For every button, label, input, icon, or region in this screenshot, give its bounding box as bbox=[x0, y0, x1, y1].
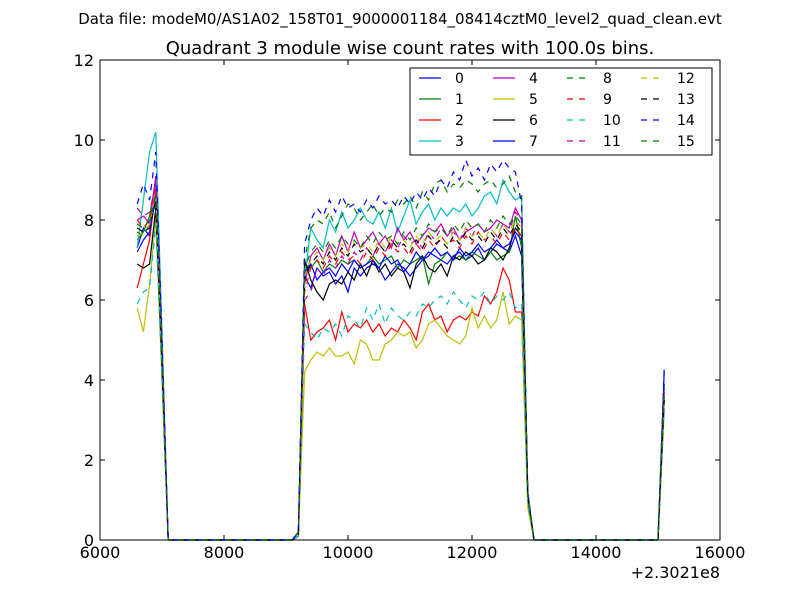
chart-title: Quadrant 3 module wise count rates with … bbox=[166, 38, 655, 59]
series-layer bbox=[136, 131, 665, 541]
legend-label-10: 10 bbox=[603, 113, 621, 129]
legend-label-1: 1 bbox=[455, 92, 464, 108]
y-tick-label: 6 bbox=[84, 291, 94, 310]
y-tick-label: 2 bbox=[84, 451, 94, 470]
legend-label-8: 8 bbox=[603, 71, 612, 87]
legend-label-14: 14 bbox=[677, 113, 695, 129]
series-line-11 bbox=[136, 183, 665, 541]
legend-label-3: 3 bbox=[455, 134, 464, 150]
chart-suptitle: Data file: modeM0/AS1A02_158T01_90000011… bbox=[78, 10, 722, 29]
legend-label-15: 15 bbox=[677, 134, 695, 150]
legend-label-12: 12 bbox=[677, 71, 695, 87]
legend-label-7: 7 bbox=[529, 134, 538, 150]
y-tick-label: 8 bbox=[84, 211, 94, 230]
legend-label-4: 4 bbox=[529, 71, 538, 87]
legend-label-2: 2 bbox=[455, 113, 464, 129]
legend-label-0: 0 bbox=[455, 71, 464, 87]
x-tick-label: 6000 bbox=[80, 543, 121, 562]
series-line-5 bbox=[136, 215, 665, 541]
x-offset-label: +2.3021e8 bbox=[631, 563, 720, 582]
legend-label-13: 13 bbox=[677, 92, 695, 108]
series-line-15 bbox=[136, 195, 665, 541]
x-tick-label: 10000 bbox=[323, 543, 374, 562]
legend-box bbox=[409, 67, 713, 156]
y-tick-label: 10 bbox=[74, 131, 94, 150]
legend-label-9: 9 bbox=[603, 92, 612, 108]
y-tick-label: 12 bbox=[74, 51, 94, 70]
x-tick-label: 16000 bbox=[695, 543, 746, 562]
legend-label-6: 6 bbox=[529, 113, 538, 129]
legend-label-5: 5 bbox=[529, 92, 538, 108]
y-tick-label: 0 bbox=[84, 531, 94, 550]
x-tick-label: 12000 bbox=[447, 543, 498, 562]
legend-label-11: 11 bbox=[603, 134, 621, 150]
x-tick-label: 8000 bbox=[204, 543, 245, 562]
x-tick-label: 14000 bbox=[571, 543, 622, 562]
series-line-14 bbox=[136, 151, 665, 541]
y-tick-label: 4 bbox=[84, 371, 94, 390]
